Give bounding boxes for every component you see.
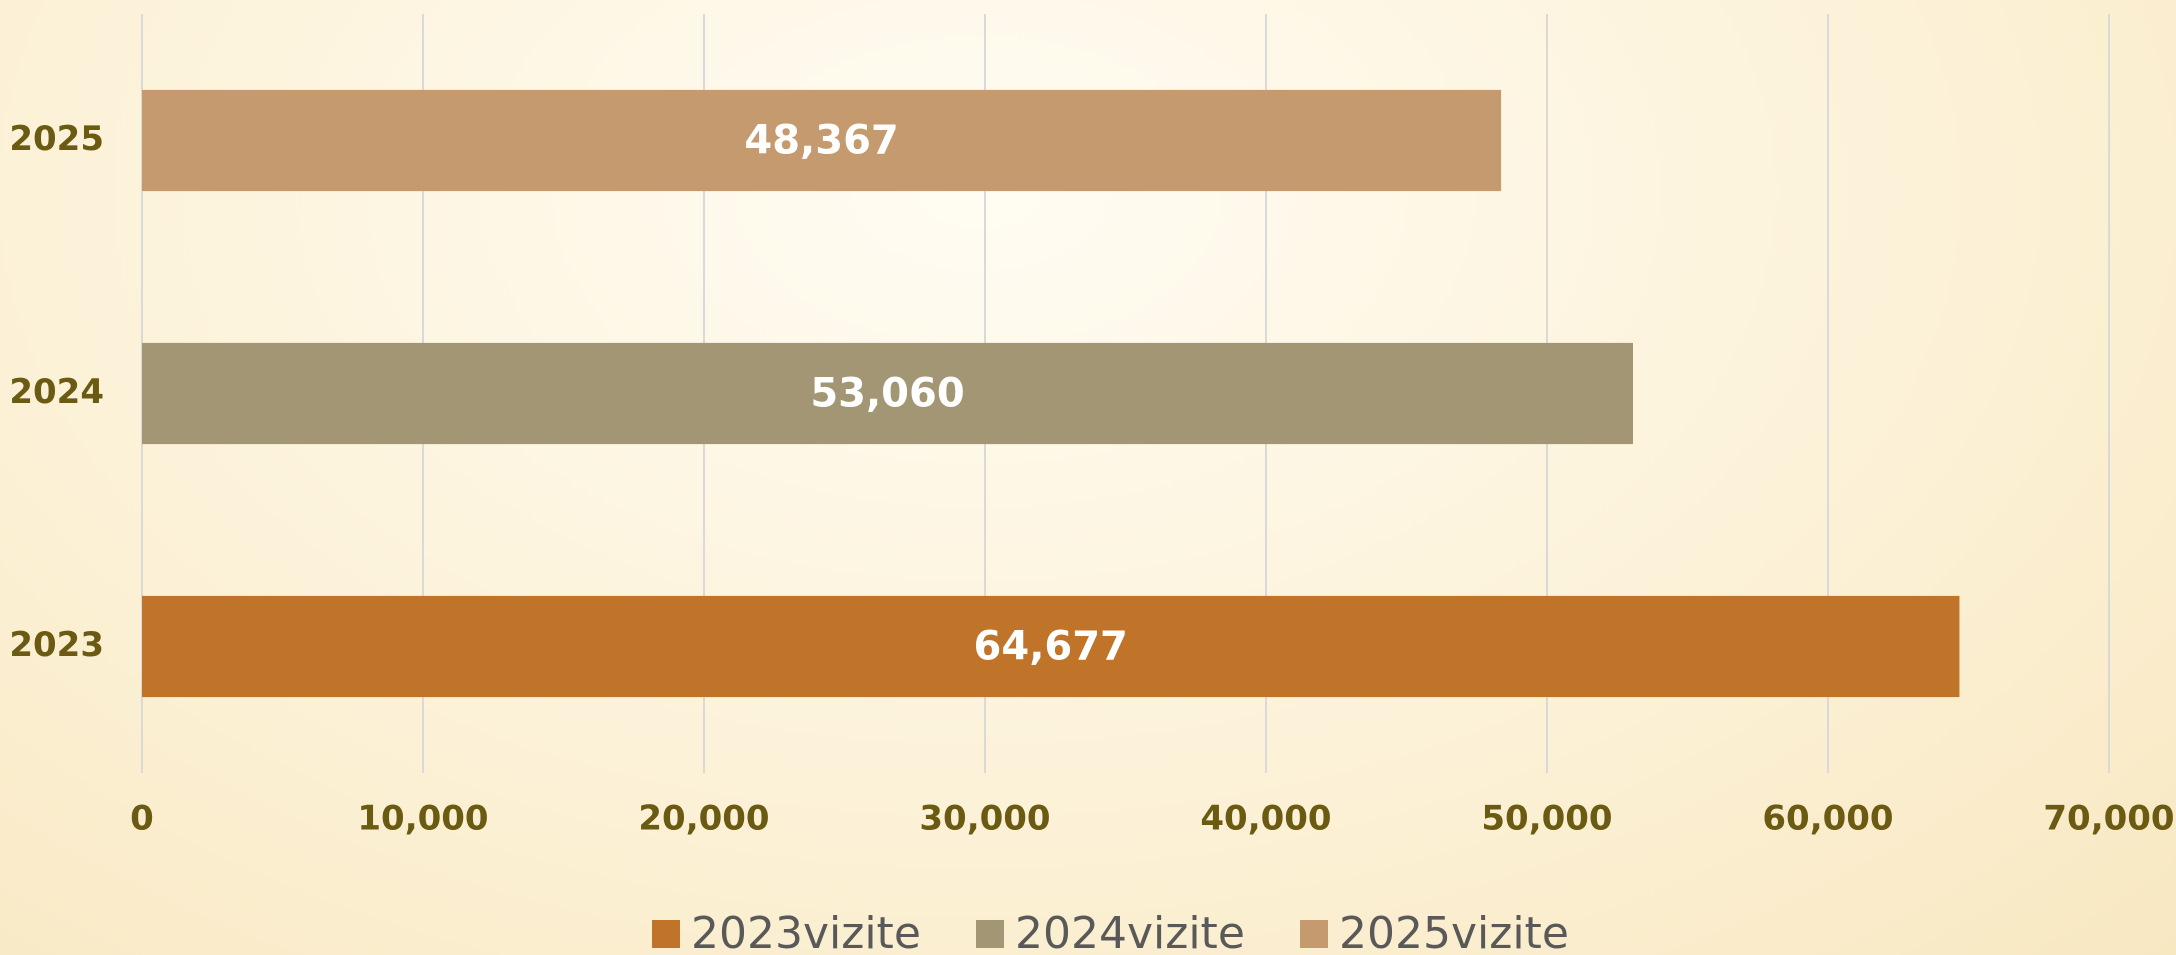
x-tick-label: 40,000 (1200, 799, 1331, 839)
legend-label: 2025vizite (1339, 908, 1569, 955)
bar (142, 595, 1960, 698)
y-tick-label: 2024 (9, 372, 104, 412)
data-label: 64,677 (974, 624, 1128, 670)
x-tick-label: 50,000 (1481, 799, 1612, 839)
legend-swatch (652, 920, 680, 948)
x-tick-label: 20,000 (638, 799, 769, 839)
x-tick-label: 60,000 (1762, 799, 1893, 839)
legend-label: 2023vizite (691, 908, 921, 955)
legend-label: 2024vizite (1015, 908, 1245, 955)
x-tick-label: 30,000 (919, 799, 1050, 839)
bar (142, 89, 1502, 192)
legend-swatch (1300, 920, 1328, 948)
legend-swatch (976, 920, 1004, 948)
data-label: 48,367 (744, 118, 898, 164)
x-tick-label: 0 (130, 799, 154, 839)
bar (142, 342, 1633, 445)
y-tick-label: 2025 (9, 119, 104, 159)
x-tick-label: 10,000 (357, 799, 488, 839)
data-label: 53,060 (810, 371, 964, 417)
x-tick-label: 70,000 (2043, 799, 2174, 839)
y-tick-label: 2023 (9, 625, 104, 665)
